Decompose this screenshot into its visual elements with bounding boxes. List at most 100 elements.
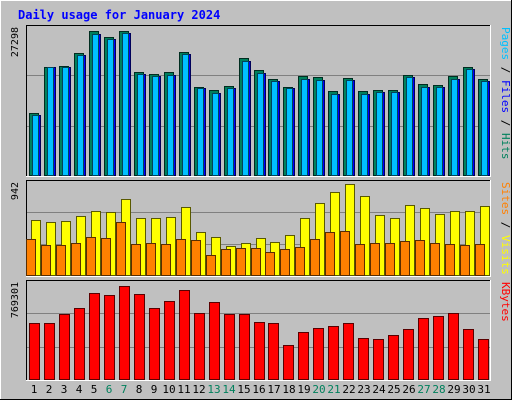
x-tick-label-day-28: 28 [432, 383, 445, 396]
y-max-label-hits_files_pages: 27298 [10, 27, 21, 57]
x-axis-day-labels: 1 2 3 4 5 6 7 8 9 10 11 12 13 14 15 16 17 18 19 20 21 22 23 24 2… [31, 383, 491, 396]
x-tick-label-day-16: 16 [252, 383, 265, 396]
bar-pages-day-30 [466, 69, 473, 176]
bar-pages-day-10 [167, 75, 174, 176]
legend-visits_sites: Sites / Visits [499, 182, 512, 275]
x-tick-label-day-27: 27 [417, 383, 430, 396]
x-tick-label-day-2: 2 [46, 383, 53, 396]
bar-kbytes-day-11 [179, 290, 190, 380]
x-tick-label-day-10: 10 [162, 383, 175, 396]
bar-sites-day-5 [86, 237, 96, 276]
bar-sites-day-11 [176, 239, 186, 276]
bar-pages-day-19 [301, 79, 308, 176]
x-tick-label-day-31: 31 [477, 383, 490, 396]
legend-entry-sites: Sites [499, 182, 512, 215]
bar-sites-day-13 [206, 255, 216, 276]
bar-kbytes-day-19 [298, 332, 309, 380]
x-tick-label-day-5: 5 [91, 383, 98, 396]
bar-pages-day-14 [227, 88, 234, 176]
bar-sites-day-18 [280, 249, 290, 276]
bar-sites-day-27 [415, 240, 425, 276]
bar-kbytes-day-4 [74, 308, 85, 380]
bar-sites-day-7 [116, 222, 126, 276]
bar-pages-day-15 [242, 61, 249, 176]
x-tick-label-day-15: 15 [237, 383, 250, 396]
bar-kbytes-day-13 [209, 302, 220, 380]
bar-kbytes-day-16 [254, 322, 265, 380]
bar-sites-day-1 [26, 239, 36, 276]
bar-kbytes-day-7 [119, 286, 130, 380]
x-tick-label-day-8: 8 [136, 383, 143, 396]
legend-entry-files: Files [499, 80, 512, 113]
bar-kbytes-day-18 [283, 345, 294, 380]
bar-kbytes-day-12 [194, 313, 205, 380]
bar-sites-day-14 [221, 249, 231, 276]
chart-panels: 27298 Pages / Files / Hits 942 Sites / Visi… [10, 25, 512, 381]
bar-pages-day-21 [331, 94, 338, 176]
chart-title: Daily usage for January 2024 [18, 8, 220, 22]
x-tick-label-day-14: 14 [222, 383, 236, 396]
bar-kbytes-day-9 [149, 308, 160, 380]
bar-kbytes-day-5 [89, 293, 100, 380]
bar-kbytes-day-17 [268, 323, 279, 380]
x-tick-label-day-30: 30 [462, 383, 475, 396]
bar-pages-day-3 [62, 67, 69, 176]
x-tick-label-day-24: 24 [372, 383, 386, 396]
bar-kbytes-day-21 [328, 326, 339, 380]
bar-sites-day-25 [385, 243, 395, 276]
x-tick-label-day-18: 18 [282, 383, 295, 396]
bar-kbytes-day-23 [358, 338, 369, 380]
y-max-label-kbytes: 769301 [10, 282, 21, 318]
bar-sites-day-8 [131, 244, 141, 276]
bar-pages-day-17 [271, 81, 278, 176]
bar-pages-day-27 [421, 87, 428, 176]
bar-sites-day-21 [325, 232, 335, 276]
bar-pages-day-9 [152, 76, 159, 176]
bar-pages-day-18 [286, 88, 293, 176]
bar-sites-day-28 [430, 243, 440, 276]
bar-pages-day-5 [92, 34, 99, 176]
x-tick-label-day-20: 20 [312, 383, 325, 396]
bar-sites-day-6 [101, 238, 111, 276]
bar-pages-day-4 [77, 55, 84, 176]
bar-kbytes-day-2 [44, 323, 55, 380]
series-sites [26, 222, 485, 276]
bar-sites-day-22 [340, 231, 350, 276]
bar-pages-day-13 [212, 93, 219, 176]
bar-kbytes-day-14 [224, 314, 235, 380]
x-tick-label-day-13: 13 [207, 383, 220, 396]
x-tick-label-day-19: 19 [297, 383, 310, 396]
bar-sites-day-2 [41, 245, 51, 276]
legend-entry-kbytes: KBytes [499, 282, 512, 322]
bar-sites-day-30 [460, 245, 470, 276]
bar-kbytes-day-28 [433, 316, 444, 380]
bar-pages-day-6 [107, 39, 114, 176]
bar-kbytes-day-3 [59, 314, 70, 380]
x-tick-label-day-4: 4 [76, 383, 83, 396]
bar-kbytes-day-20 [313, 328, 324, 380]
bar-sites-day-10 [161, 244, 171, 276]
x-tick-label-day-3: 3 [61, 383, 68, 396]
bar-sites-day-19 [295, 247, 305, 276]
bar-sites-day-24 [370, 243, 380, 276]
x-tick-label-day-7: 7 [121, 383, 128, 396]
bar-pages-day-11 [182, 54, 189, 176]
bar-kbytes-day-15 [239, 314, 250, 380]
x-tick-label-day-22: 22 [342, 383, 355, 396]
panel-visits_sites: 942 Sites / Visits [10, 180, 512, 277]
bar-kbytes-day-10 [164, 301, 175, 380]
bar-pages-day-26 [406, 77, 413, 176]
bar-pages-day-25 [391, 92, 398, 176]
bar-pages-day-7 [122, 33, 129, 176]
bar-kbytes-day-29 [448, 313, 459, 380]
bar-pages-day-28 [436, 87, 443, 176]
legend-entry-hits: Hits [499, 133, 512, 160]
bar-sites-day-4 [71, 243, 81, 276]
legend-hits_files_pages: Pages / Files / Hits [499, 27, 512, 160]
x-tick-label-day-23: 23 [357, 383, 370, 396]
bar-sites-day-31 [475, 244, 485, 276]
panel-hits_files_pages: 27298 Pages / Files / Hits [10, 25, 512, 177]
legend-separator: / [499, 113, 512, 133]
